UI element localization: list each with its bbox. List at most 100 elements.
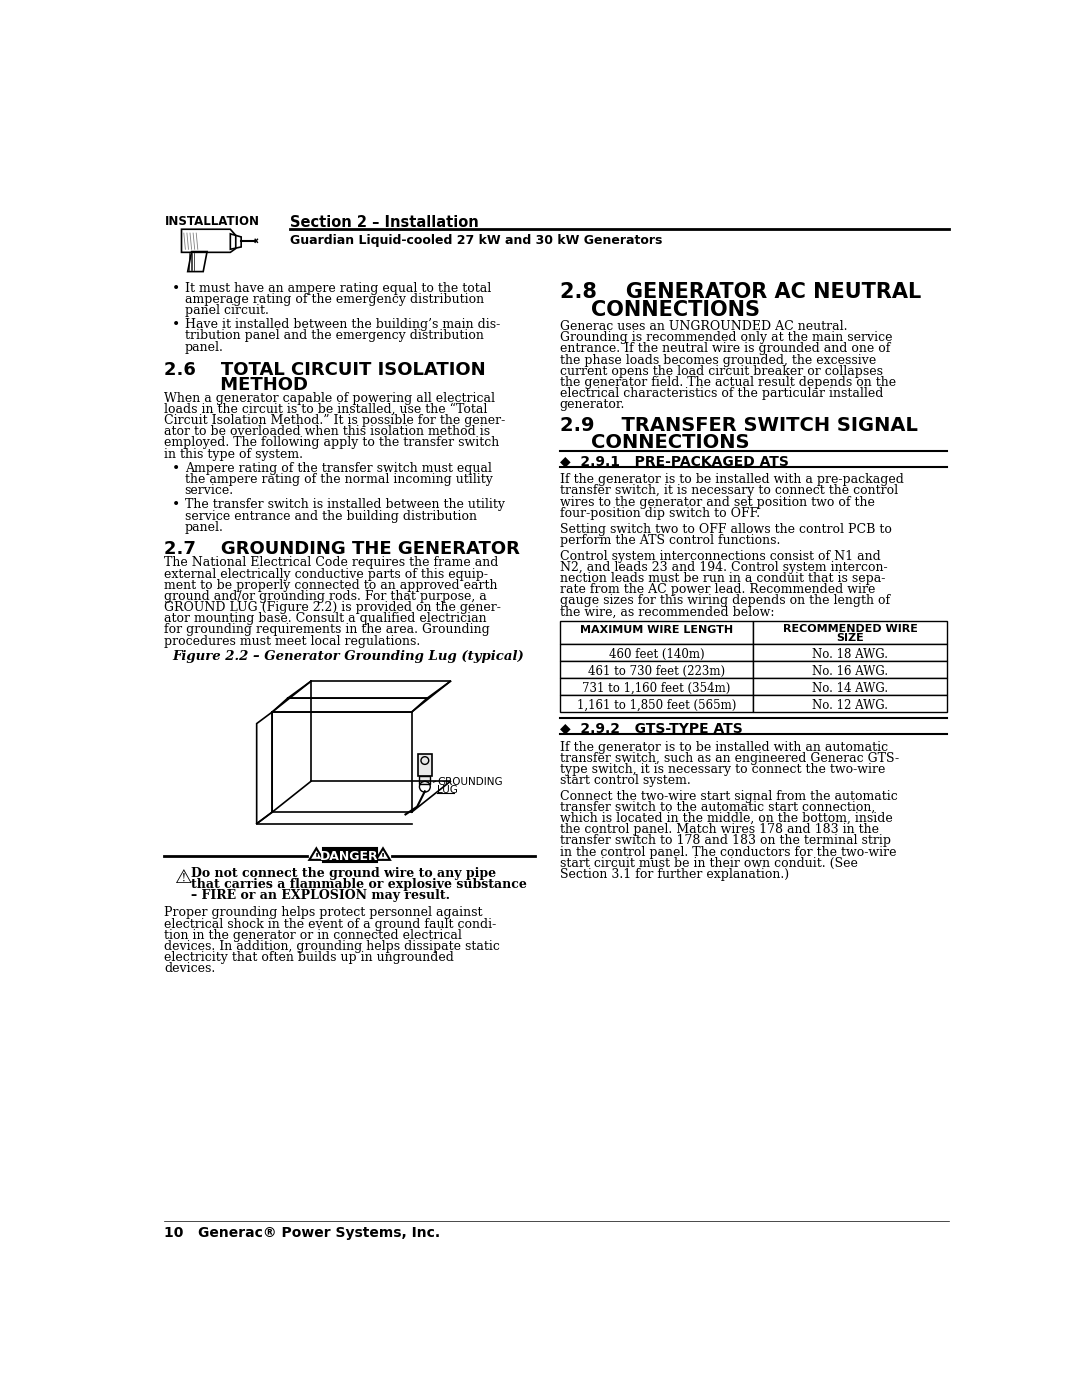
Text: service entrance and the building distribution: service entrance and the building distri… — [185, 510, 476, 522]
Text: tion in the generator or in connected electrical: tion in the generator or in connected el… — [164, 929, 462, 942]
Text: METHOD: METHOD — [164, 376, 309, 394]
Text: Guardian Liquid-cooled 27 kW and 30 kW Generators: Guardian Liquid-cooled 27 kW and 30 kW G… — [291, 233, 662, 247]
Text: panel circuit.: panel circuit. — [185, 305, 269, 317]
Text: If the generator is to be installed with a pre-packaged: If the generator is to be installed with… — [559, 474, 904, 486]
Text: electrical shock in the event of a ground fault condi-: electrical shock in the event of a groun… — [164, 918, 497, 930]
Bar — [559, 678, 754, 696]
Text: ator mounting base. Consult a qualified electrician: ator mounting base. Consult a qualified … — [164, 612, 487, 626]
Text: CONNECTIONS: CONNECTIONS — [591, 300, 759, 320]
Bar — [559, 622, 754, 644]
Text: •: • — [172, 462, 180, 476]
Text: for grounding requirements in the area. Grounding: for grounding requirements in the area. … — [164, 623, 490, 637]
Text: !: ! — [314, 854, 319, 862]
Text: wires to the generator and set position two of the: wires to the generator and set position … — [559, 496, 875, 509]
Bar — [754, 644, 947, 661]
Text: Control system interconnections consist of N1 and: Control system interconnections consist … — [559, 549, 880, 563]
Text: ◆  2.9.2   GTS-TYPE ATS: ◆ 2.9.2 GTS-TYPE ATS — [559, 721, 742, 735]
Text: gauge sizes for this wiring depends on the length of: gauge sizes for this wiring depends on t… — [559, 594, 890, 608]
Text: 2.6    TOTAL CIRCUIT ISOLATION: 2.6 TOTAL CIRCUIT ISOLATION — [164, 360, 486, 379]
Bar — [418, 754, 432, 775]
Text: N2, and leads 23 and 194. Control system intercon-: N2, and leads 23 and 194. Control system… — [559, 560, 888, 574]
Bar — [559, 644, 754, 661]
Text: MAXIMUM WIRE LENGTH: MAXIMUM WIRE LENGTH — [580, 624, 733, 636]
Bar — [323, 848, 377, 862]
Text: devices.: devices. — [164, 963, 216, 975]
Bar — [419, 775, 430, 784]
Bar — [754, 696, 947, 712]
Text: ⚠: ⚠ — [175, 869, 193, 887]
Text: panel.: panel. — [185, 521, 224, 534]
Text: No. 14 AWG.: No. 14 AWG. — [812, 682, 889, 694]
Text: No. 12 AWG.: No. 12 AWG. — [812, 698, 889, 712]
Text: tribution panel and the emergency distribution: tribution panel and the emergency distri… — [185, 330, 484, 342]
Text: the ampere rating of the normal incoming utility: the ampere rating of the normal incoming… — [185, 474, 492, 486]
Bar — [559, 696, 754, 712]
Text: the control panel. Match wires 178 and 183 in the: the control panel. Match wires 178 and 1… — [559, 823, 879, 837]
Text: No. 16 AWG.: No. 16 AWG. — [812, 665, 889, 678]
Text: electricity that often builds up in ungrounded: electricity that often builds up in ungr… — [164, 951, 455, 964]
Text: service.: service. — [185, 485, 233, 497]
Text: the wire, as recommended below:: the wire, as recommended below: — [559, 605, 774, 619]
Text: Ampere rating of the transfer switch must equal: Ampere rating of the transfer switch mus… — [185, 462, 491, 475]
Text: 731 to 1,160 feet (354m): 731 to 1,160 feet (354m) — [582, 682, 731, 694]
Text: ment to be properly connected to an approved earth: ment to be properly connected to an appr… — [164, 578, 498, 592]
Bar — [754, 661, 947, 678]
Text: employed. The following apply to the transfer switch: employed. The following apply to the tra… — [164, 436, 500, 450]
Text: the phase loads becomes grounded, the excessive: the phase loads becomes grounded, the ex… — [559, 353, 876, 366]
Bar — [559, 661, 754, 678]
Text: 1,161 to 1,850 feet (565m): 1,161 to 1,850 feet (565m) — [577, 698, 737, 712]
Text: Connect the two-wire start signal from the automatic: Connect the two-wire start signal from t… — [559, 789, 897, 803]
Text: in this type of system.: in this type of system. — [164, 447, 303, 461]
Text: Circuit Isolation Method.” It is possible for the gener-: Circuit Isolation Method.” It is possibl… — [164, 414, 505, 427]
Text: ◆  2.9.1   PRE-PACKAGED ATS: ◆ 2.9.1 PRE-PACKAGED ATS — [559, 454, 788, 468]
Text: Setting switch two to OFF allows the control PCB to: Setting switch two to OFF allows the con… — [559, 522, 892, 535]
Text: Do not connect the ground wire to any pipe: Do not connect the ground wire to any pi… — [191, 866, 496, 880]
Text: start circuit must be in their own conduit. (See: start circuit must be in their own condu… — [559, 856, 858, 870]
Text: •: • — [172, 282, 180, 296]
Text: four-position dip switch to OFF.: four-position dip switch to OFF. — [559, 507, 760, 520]
Text: Proper grounding helps protect personnel against: Proper grounding helps protect personnel… — [164, 907, 483, 919]
Text: LUG: LUG — [437, 785, 458, 795]
Text: Section 2 – Installation: Section 2 – Installation — [291, 215, 478, 231]
Text: 460 feet (140m): 460 feet (140m) — [609, 648, 704, 661]
Text: electrical characteristics of the particular installed: electrical characteristics of the partic… — [559, 387, 883, 400]
Text: transfer switch to 178 and 183 on the terminal strip: transfer switch to 178 and 183 on the te… — [559, 834, 891, 848]
Text: !: ! — [381, 854, 386, 862]
Text: panel.: panel. — [185, 341, 224, 353]
Text: Have it installed between the building’s main dis-: Have it installed between the building’s… — [185, 319, 500, 331]
Text: generator.: generator. — [559, 398, 625, 411]
Text: When a generator capable of powering all electrical: When a generator capable of powering all… — [164, 391, 496, 405]
Text: Grounding is recommended only at the main service: Grounding is recommended only at the mai… — [559, 331, 892, 344]
Text: 2.9    TRANSFER SWITCH SIGNAL: 2.9 TRANSFER SWITCH SIGNAL — [559, 415, 918, 434]
Text: The National Electrical Code requires the frame and: The National Electrical Code requires th… — [164, 556, 499, 570]
Text: transfer switch, it is necessary to connect the control: transfer switch, it is necessary to conn… — [559, 485, 897, 497]
Text: which is located in the middle, on the bottom, inside: which is located in the middle, on the b… — [559, 812, 892, 826]
Text: No. 18 AWG.: No. 18 AWG. — [812, 648, 889, 661]
Text: in the control panel. The conductors for the two-wire: in the control panel. The conductors for… — [559, 845, 896, 859]
Text: the generator field. The actual result depends on the: the generator field. The actual result d… — [559, 376, 895, 388]
Text: amperage rating of the emergency distribution: amperage rating of the emergency distrib… — [185, 293, 484, 306]
Text: The transfer switch is installed between the utility: The transfer switch is installed between… — [185, 499, 504, 511]
Bar — [754, 678, 947, 696]
Text: 2.7    GROUNDING THE GENERATOR: 2.7 GROUNDING THE GENERATOR — [164, 539, 521, 557]
Text: transfer switch to the automatic start connection,: transfer switch to the automatic start c… — [559, 800, 875, 814]
Text: Section 3.1 for further explanation.): Section 3.1 for further explanation.) — [559, 868, 788, 882]
Text: DANGER: DANGER — [321, 849, 379, 863]
Text: type switch, it is necessary to connect the two-wire: type switch, it is necessary to connect … — [559, 763, 886, 775]
Text: •: • — [172, 499, 180, 513]
Text: Generac uses an UNGROUNDED AC neutral.: Generac uses an UNGROUNDED AC neutral. — [559, 320, 847, 332]
Text: loads in the circuit is to be installed, use the “Total: loads in the circuit is to be installed,… — [164, 402, 488, 416]
Text: GROUND LUG (Figure 2.2) is provided on the gener-: GROUND LUG (Figure 2.2) is provided on t… — [164, 601, 501, 615]
Text: transfer switch, such as an engineered Generac GTS-: transfer switch, such as an engineered G… — [559, 752, 899, 764]
Text: GROUNDING: GROUNDING — [437, 778, 503, 788]
Text: that carries a flammable or explosive substance: that carries a flammable or explosive su… — [191, 877, 527, 891]
Text: RECOMMENDED WIRE: RECOMMENDED WIRE — [783, 624, 918, 634]
Text: devices. In addition, grounding helps dissipate static: devices. In addition, grounding helps di… — [164, 940, 500, 953]
Text: INSTALLATION: INSTALLATION — [164, 215, 259, 228]
Text: •: • — [172, 319, 180, 332]
Bar — [754, 622, 947, 644]
Text: perform the ATS control functions.: perform the ATS control functions. — [559, 534, 780, 546]
Text: – FIRE or an EXPLOSION may result.: – FIRE or an EXPLOSION may result. — [191, 888, 449, 902]
Text: procedures must meet local regulations.: procedures must meet local regulations. — [164, 634, 421, 648]
Text: SIZE: SIZE — [836, 633, 864, 644]
